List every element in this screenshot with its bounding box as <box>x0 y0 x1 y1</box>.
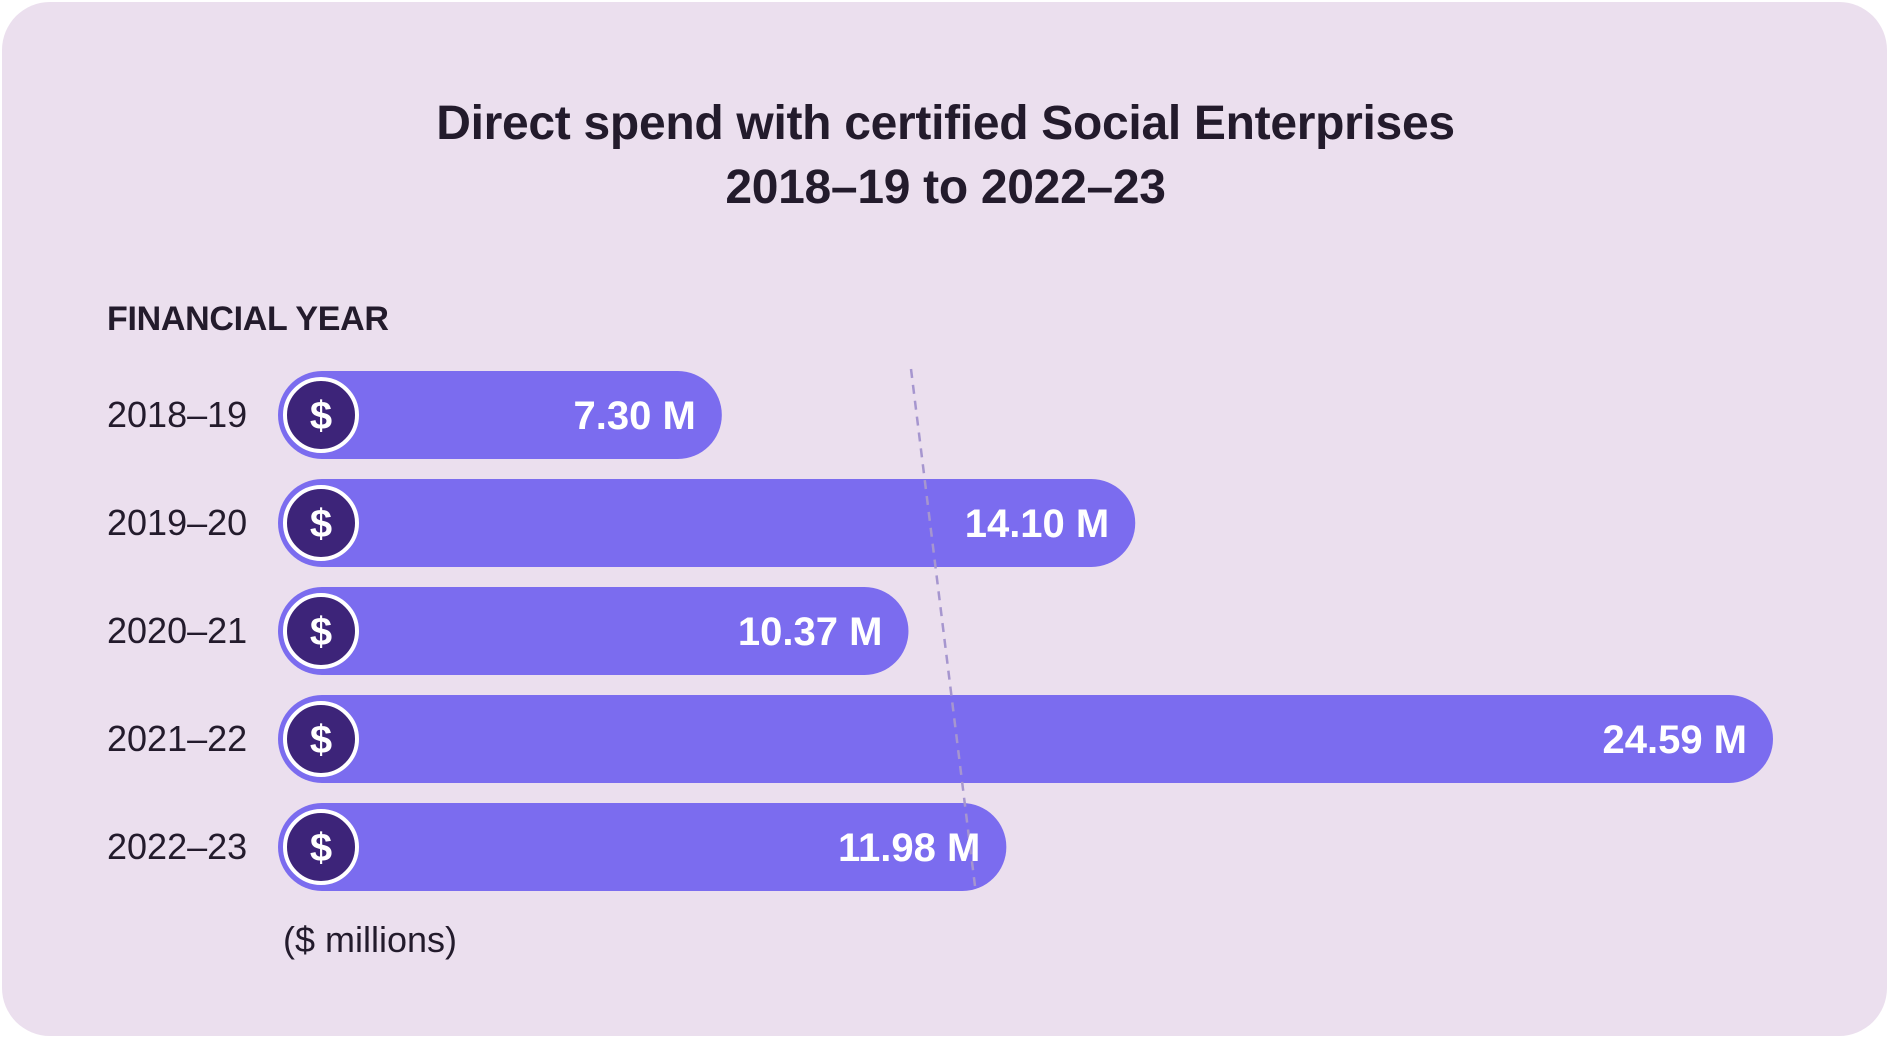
dollar-icon: $ <box>283 809 359 885</box>
labels-layer: 7.30 M 2018–19 14.10 M 2019–20 10.37 M 2020–2… <box>107 394 1747 870</box>
bar-value-label: 10.37 M <box>738 610 883 654</box>
bar-value-label: 11.98 M <box>838 826 980 870</box>
y-axis-label: FINANCIAL YEAR <box>107 300 389 338</box>
dollar-icon: $ <box>283 485 359 561</box>
svg-text:$: $ <box>310 610 332 654</box>
bar-2020–21 <box>278 587 909 675</box>
category-label: 2018–19 <box>107 394 247 435</box>
bar-value-label: 24.59 M <box>1602 718 1747 762</box>
dollar-icon: $ <box>283 593 359 669</box>
bar-value-label: 14.10 M <box>965 502 1110 546</box>
x-axis-unit-label: ($ millions) <box>283 919 458 960</box>
bar-value-label: 7.30 M <box>574 394 696 438</box>
chart-title: Direct spend with certified Social Enter… <box>436 97 1455 150</box>
dollar-icon: $ <box>283 377 359 453</box>
bar-2022–23 <box>278 803 1007 891</box>
chart-subtitle: 2018–19 to 2022–23 <box>725 161 1166 214</box>
bar-2019–20 <box>278 479 1136 567</box>
dollar-icon: $ <box>283 701 359 777</box>
category-label: 2019–20 <box>107 502 247 543</box>
bar-2021–22 <box>278 695 1773 783</box>
bars-layer: $ $ $ $ $ <box>278 371 1773 891</box>
svg-text:$: $ <box>310 502 332 546</box>
svg-text:$: $ <box>310 826 332 870</box>
dashed-reference-line <box>909 368 977 887</box>
category-label: 2022–23 <box>107 826 247 867</box>
chart-title-block: Direct spend with certified Social Enter… <box>0 92 1891 220</box>
category-label: 2021–22 <box>107 718 247 759</box>
bar-2018–19 <box>278 371 722 459</box>
svg-text:$: $ <box>310 718 332 762</box>
svg-text:$: $ <box>310 394 332 438</box>
category-label: 2020–21 <box>107 610 247 651</box>
